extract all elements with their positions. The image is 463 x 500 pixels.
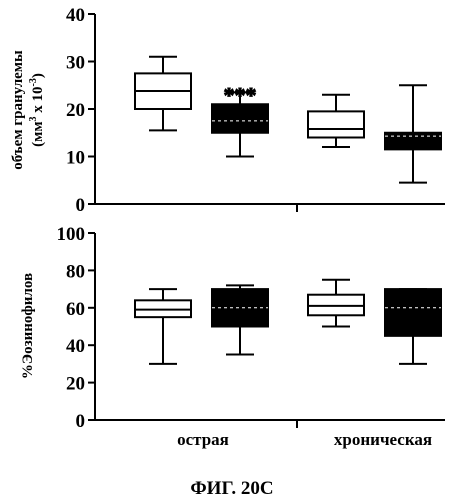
box-iqr: [385, 133, 441, 150]
x-category-chronic: хроническая: [334, 430, 432, 449]
y-tick-label: 100: [57, 224, 86, 245]
y-tick-label: 30: [66, 53, 85, 74]
y-tick-label: 0: [76, 411, 86, 432]
y-tick-label: 20: [66, 374, 85, 395]
y-tick-label: 20: [66, 100, 85, 121]
y-axis-label-part: x 10: [30, 86, 46, 116]
y-axis-label-part: ): [30, 73, 46, 78]
box-plot-3: [308, 95, 364, 147]
y-tick-label: 80: [66, 261, 85, 282]
x-category-acute: острая: [177, 430, 229, 449]
y-axis-label: %Эозинофилов: [20, 273, 36, 379]
box-plot-1: [135, 289, 191, 364]
y-axis-label-part: (мм: [30, 121, 46, 146]
y-tick-label: 10: [66, 148, 85, 169]
box-plot-2: [212, 285, 268, 354]
figure-caption: ФИГ. 20С: [190, 478, 273, 499]
box-iqr: [212, 104, 268, 133]
y-tick-label: 40: [66, 336, 85, 357]
y-tick-label: 40: [66, 5, 85, 26]
granuloma-volume-panel: 0 10 20 30 40 объем гранулемы(мм3 x 10-3) ***: [10, 5, 445, 216]
y-tick-label: 60: [66, 299, 85, 320]
box-plot-4: [385, 289, 441, 364]
y-axis-label-part: -3: [28, 78, 39, 86]
box-plot-1: [135, 57, 191, 131]
y-axis-label-line1: объем гранулемы: [10, 50, 26, 170]
eosinophil-panel: 0 20 40 60 80 100 %Эозинофилов: [20, 224, 445, 432]
significance-annotation: ***: [224, 82, 257, 107]
box-plot-4: [385, 85, 441, 182]
box-plot-3: [308, 280, 364, 327]
y-axis-label-line2: (мм3 x 10-3): [28, 73, 46, 147]
box-iqr: [308, 111, 364, 137]
y-tick-label: 0: [76, 195, 86, 216]
box-iqr: [385, 289, 441, 336]
